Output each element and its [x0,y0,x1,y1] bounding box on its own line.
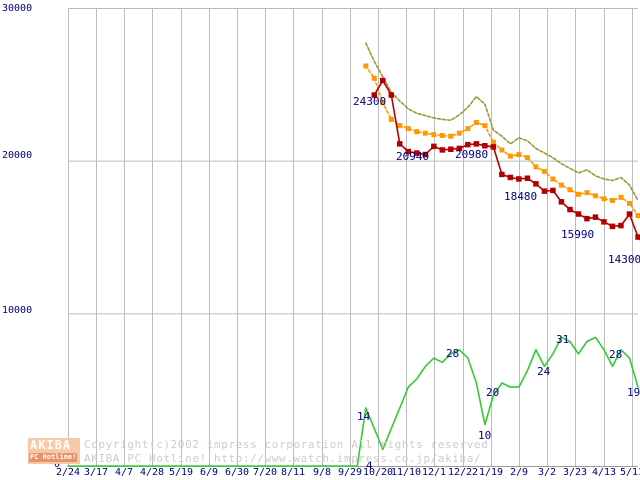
count-value-label: 19 [627,386,640,399]
x-tick-label: 3/2 [537,467,557,478]
x-tick-label: 6/9 [199,467,219,478]
x-tick-label: 4/7 [114,467,134,478]
watermark: AKIBA PC Hotline! Copyright(c)2002 impre… [28,436,640,470]
akiba-logo-sub: PC Hotline! [29,453,78,462]
count-value-label: 24 [537,365,551,378]
x-tick-label: 9/29 [337,467,363,478]
count-value-label: 28 [446,347,460,360]
count-value-label: 10 [478,429,492,442]
x-tick-label: 5/19 [168,467,194,478]
x-tick-label: 8/11 [280,467,306,478]
count-value-label: 28 [609,348,623,361]
x-tick-label: 3/23 [562,467,588,478]
akiba-logo-main: AKIBA [30,438,72,452]
series-shop-count [67,336,639,467]
x-tick-label: 4/13 [591,467,617,478]
price-value-label: 24300 [353,95,387,108]
y-tick-label: 30000 [2,3,33,14]
copyright-line-2: AKIBA PC Hotline! http://www.watch.impre… [84,452,482,465]
x-tick-label: 3/17 [83,467,109,478]
series-lowest-price [371,77,640,241]
count-value-label: 4 [366,459,373,472]
x-tick-label: 2/9 [509,467,529,478]
grid-lines [68,8,638,466]
x-tick-label: 9/8 [312,467,332,478]
count-value-label: 20 [486,386,500,399]
y-tick-label: 20000 [2,150,33,161]
x-tick-label: 5/11 [619,467,640,478]
akiba-logo: AKIBA PC Hotline! [28,438,80,464]
price-value-label: 20980 [455,148,489,161]
series-average-price [363,63,640,219]
price-value-label: 14300 [608,253,640,266]
x-tick-label: 4/28 [139,467,165,478]
x-tick-label: 6/30 [224,467,250,478]
price-value-label: 20940 [396,150,430,163]
x-tick-label: 1/19 [478,467,504,478]
x-tick-label: 2/24 [55,467,81,478]
y-tick-label: 0 [54,459,61,470]
copyright-line-1: Copyright(c)2002 impress corporation All… [84,438,496,451]
x-tick-label: 12/1 [421,467,447,478]
price-value-label: 15990 [561,228,595,241]
y-tick-label: 10000 [2,305,33,316]
x-tick-label: 12/22 [447,467,479,478]
count-value-label: 14 [357,410,371,423]
price-value-label: 18480 [504,190,538,203]
count-value-label: 31 [556,333,570,346]
x-tick-label: 11/10 [390,467,422,478]
x-tick-label: 10/20 [362,467,394,478]
series-highest-price [365,42,639,202]
x-tick-label: 7/20 [252,467,278,478]
